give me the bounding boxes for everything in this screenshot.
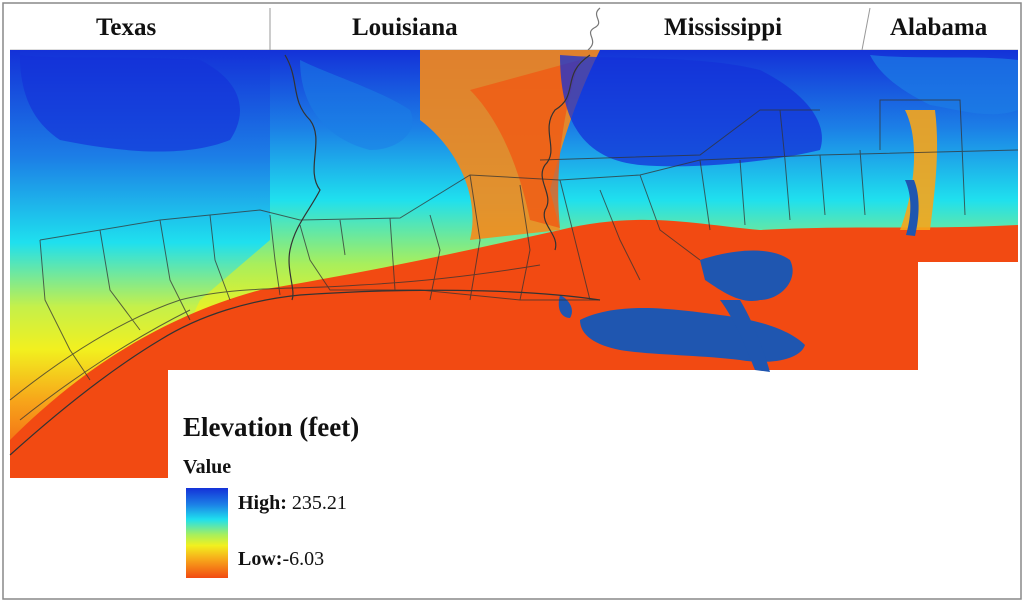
legend-high-value: 235.21 xyxy=(291,492,347,514)
legend-low: Low:-6.03 xyxy=(238,548,324,571)
county-boundaries xyxy=(9,99,1019,421)
legend-low-value: -6.03 xyxy=(282,548,325,570)
coastal-water xyxy=(558,180,919,372)
state-label-mississippi: Mississippi xyxy=(664,14,783,41)
legend-high-label: High: xyxy=(238,492,287,514)
legend-subtitle: Value xyxy=(183,456,232,478)
legend-title: Elevation (feet) xyxy=(183,412,360,442)
coastline xyxy=(9,289,601,456)
legend-low-label: Low: xyxy=(238,548,283,570)
state-label-alabama: Alabama xyxy=(890,14,988,41)
state-label-texas: Texas xyxy=(96,14,157,41)
map-legend: Elevation (feet) Value High: 235.21 Low:… xyxy=(183,412,483,582)
legend-high: High: 235.21 xyxy=(238,492,347,515)
state-label-louisiana: Louisiana xyxy=(352,14,458,41)
rivers xyxy=(284,54,591,301)
legend-color-ramp xyxy=(186,488,228,578)
